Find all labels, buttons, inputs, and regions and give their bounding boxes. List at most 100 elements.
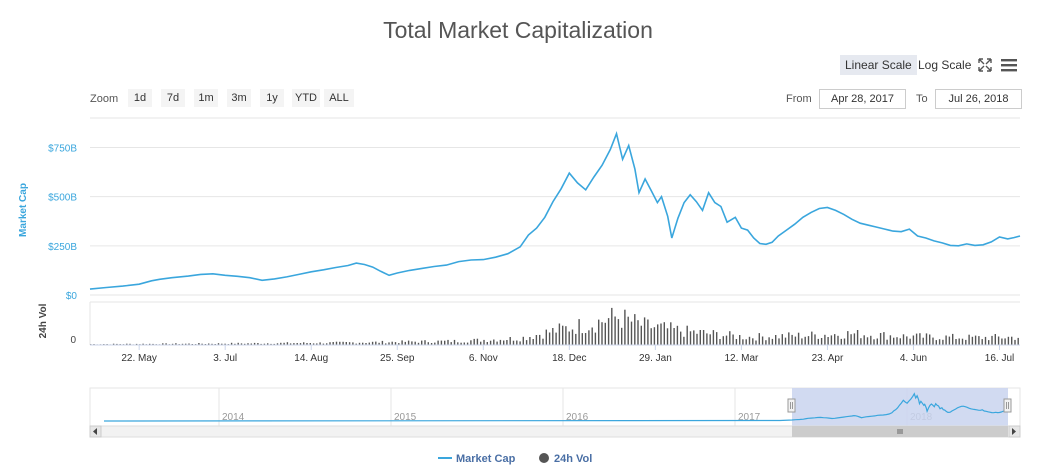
volume-bar bbox=[929, 334, 931, 345]
volume-bar bbox=[834, 334, 836, 345]
x-tick-label: 25. Sep bbox=[380, 353, 415, 364]
volume-bar bbox=[873, 339, 875, 345]
volume-bar bbox=[647, 319, 649, 345]
volume-bar bbox=[489, 340, 492, 345]
volume-bar bbox=[922, 337, 924, 345]
volume-bar bbox=[830, 335, 833, 345]
fullscreen-icon[interactable] bbox=[976, 56, 994, 74]
volume-bar bbox=[584, 333, 587, 345]
volume-bar bbox=[784, 337, 787, 345]
volume-bar bbox=[670, 322, 672, 345]
navigator-year-label: 2015 bbox=[394, 412, 417, 423]
volume-bar bbox=[417, 342, 420, 345]
volume-bar bbox=[273, 343, 275, 345]
navigator[interactable]: 20142015201620172018 bbox=[89, 387, 1021, 427]
volume-bar bbox=[414, 341, 416, 345]
navigator-left-handle[interactable] bbox=[787, 398, 796, 413]
volume-bar bbox=[440, 340, 443, 345]
volume-axis-title: 24h Vol bbox=[38, 303, 49, 338]
x-tick-label: 14. Aug bbox=[294, 353, 328, 364]
volume-bar bbox=[375, 341, 377, 345]
y-tick-label: $0 bbox=[66, 291, 78, 302]
navigator-line bbox=[103, 392, 1009, 422]
from-date-input[interactable]: Apr 28, 2017 bbox=[819, 89, 906, 109]
linear-scale-button[interactable]: Linear Scale bbox=[840, 55, 917, 75]
volume-bar bbox=[1001, 338, 1003, 345]
volume-bar bbox=[598, 319, 600, 345]
volume-bar bbox=[883, 332, 885, 345]
volume-bar bbox=[961, 338, 964, 345]
volume-bar bbox=[332, 342, 334, 345]
legend-item-market-cap[interactable]: Market Cap bbox=[438, 453, 516, 465]
volume-bar bbox=[761, 336, 764, 345]
zoom-all-button[interactable]: ALL bbox=[324, 89, 354, 107]
volume-bar bbox=[326, 343, 328, 345]
volume-bar bbox=[735, 339, 738, 345]
volume-bar bbox=[968, 334, 970, 345]
volume-bar bbox=[362, 342, 364, 345]
navigator-selection[interactable] bbox=[792, 388, 1008, 426]
volume-bar bbox=[912, 335, 915, 345]
chart-title: Total Market Capitalization bbox=[383, 17, 653, 43]
volume-bar bbox=[378, 342, 380, 345]
volume-bar bbox=[224, 343, 226, 345]
volume-bar bbox=[997, 336, 1000, 345]
volume-bar bbox=[965, 339, 967, 345]
zoom-1m-button[interactable]: 1m bbox=[194, 89, 218, 107]
zoom-1y-button[interactable]: 1y bbox=[260, 89, 284, 107]
volume-bar bbox=[299, 343, 302, 345]
menu-icon[interactable] bbox=[1000, 56, 1018, 74]
volume-bar bbox=[407, 340, 410, 345]
volume-bar bbox=[129, 343, 131, 345]
volume-bar bbox=[680, 331, 682, 345]
volume-bar bbox=[404, 341, 406, 345]
y-tick-label: $500B bbox=[48, 193, 77, 204]
volume-bar bbox=[142, 343, 144, 345]
volume-bar bbox=[948, 336, 951, 345]
volume-bar bbox=[627, 316, 629, 345]
volume-bar bbox=[739, 335, 741, 345]
volume-bar bbox=[280, 342, 282, 345]
zoom-3m-button[interactable]: 3m bbox=[227, 89, 251, 107]
arrow-left-icon bbox=[93, 428, 97, 435]
volume-bar bbox=[686, 325, 688, 345]
zoom-ytd-button[interactable]: YTD bbox=[292, 89, 320, 107]
volume-bar bbox=[876, 338, 878, 345]
to-date-input[interactable]: Jul 26, 2018 bbox=[935, 89, 1022, 109]
volume-bar bbox=[768, 337, 770, 345]
scrollbar[interactable] bbox=[89, 425, 1021, 438]
volume-bar bbox=[915, 333, 918, 345]
y-axis-title: Market Cap bbox=[18, 183, 29, 237]
volume-bar bbox=[640, 325, 642, 345]
volume-bar bbox=[955, 339, 957, 345]
navigator-right-handle[interactable] bbox=[1003, 398, 1012, 413]
volume-bar bbox=[866, 337, 869, 345]
volume-bar bbox=[870, 335, 872, 345]
volume-bar bbox=[945, 335, 947, 345]
volume-bar bbox=[1014, 339, 1016, 345]
volume-bar bbox=[473, 338, 475, 345]
volume-bar bbox=[188, 343, 190, 345]
volume-bar bbox=[797, 332, 800, 345]
volume-bar bbox=[932, 337, 934, 345]
volume-bar bbox=[716, 332, 718, 345]
y-axis-ticks: $0 $250B $500B $750B bbox=[48, 144, 77, 303]
volume-bar bbox=[952, 333, 954, 345]
zoom-1d-button[interactable]: 1d bbox=[128, 89, 152, 107]
volume-bar bbox=[342, 341, 344, 345]
legend-item-24h-vol[interactable]: 24h Vol bbox=[539, 453, 592, 465]
volume-bar bbox=[221, 343, 223, 345]
volume-bar bbox=[201, 343, 203, 345]
volume-bar bbox=[699, 330, 701, 345]
volume-bar bbox=[643, 317, 646, 345]
volume-bar bbox=[663, 322, 665, 345]
volume-bar bbox=[463, 342, 465, 345]
volume-bar bbox=[581, 333, 583, 345]
volume-bar bbox=[316, 343, 318, 345]
volume-bar bbox=[984, 336, 987, 345]
volume-bar bbox=[817, 338, 819, 345]
log-scale-button[interactable]: Log Scale bbox=[918, 58, 972, 72]
zoom-7d-button[interactable]: 7d bbox=[161, 89, 185, 107]
volume-bar bbox=[542, 338, 544, 345]
